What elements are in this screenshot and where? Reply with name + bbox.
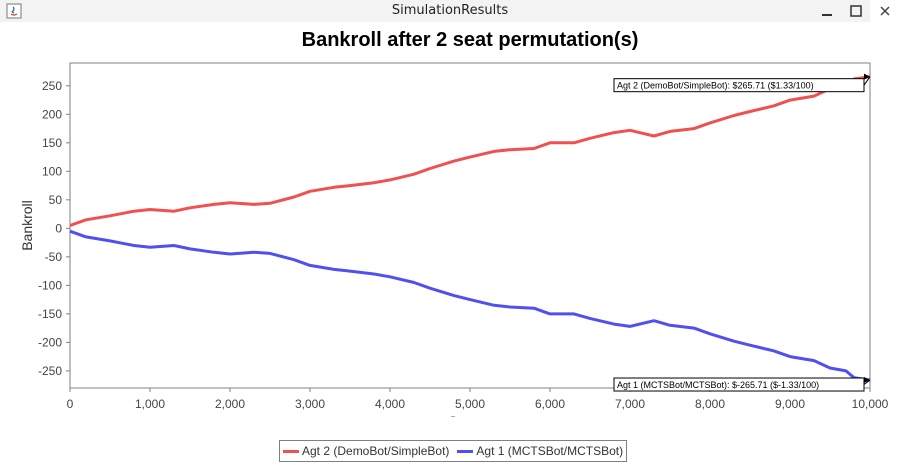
x-tick-label: 6,000 — [535, 397, 565, 411]
y-tick-label: 100 — [42, 164, 62, 178]
legend-swatch-agt1 — [457, 449, 474, 453]
legend-item-agt2: Agt 2 (DemoBot/SimpleBot) — [283, 444, 449, 458]
annotation-label-1: Agt 1 (MCTSBot/MCTSBot): $-265.71 ($-1.3… — [617, 380, 819, 390]
x-tick-label: 8,000 — [695, 397, 725, 411]
y-tick-label: 200 — [42, 107, 62, 121]
x-tick-label: 3,000 — [295, 397, 325, 411]
close-icon — [880, 6, 890, 16]
annotation-arrowhead-1 — [864, 377, 870, 384]
y-tick-label: 0 — [55, 221, 62, 235]
x-tick-label: 9,000 — [775, 397, 805, 411]
annotation-box-0 — [613, 78, 865, 93]
chart-legend: Agt 2 (DemoBot/SimpleBot) Agt 1 (MCTSBot… — [279, 440, 628, 462]
maximize-icon — [850, 5, 862, 17]
window-titlebar: SimulationResults — [0, 0, 900, 23]
plot-area — [69, 62, 871, 389]
legend-item-agt1: Agt 1 (MCTSBot/MCTSBot) — [457, 444, 623, 458]
window-title: SimulationResults — [391, 3, 509, 18]
minimize-button[interactable] — [812, 0, 842, 22]
x-tick-label: 4,000 — [375, 397, 405, 411]
annotation-arrowhead-0 — [864, 73, 870, 80]
y-tick-label: 50 — [49, 193, 63, 207]
x-tick-label: 1,000 — [135, 397, 165, 411]
x-axis-label: Games — [447, 413, 492, 417]
y-tick-label: 150 — [42, 136, 62, 150]
minimize-icon — [822, 14, 832, 16]
chart-panel: Bankroll after 2 seat permutation(s) 250… — [0, 22, 900, 465]
java-icon — [6, 3, 22, 19]
maximize-button[interactable] — [841, 0, 871, 22]
series-line-1 — [69, 229, 871, 382]
series-line-0 — [69, 75, 871, 227]
line-chart: 250 200 150 100 50 0 -50 -100 -150 -200 -250 0 1,000… — [19, 62, 889, 417]
y-tick-label: -100 — [38, 278, 62, 292]
legend-label-agt1: Agt 1 (MCTSBot/MCTSBot) — [476, 444, 624, 458]
x-tick-label: 2,000 — [215, 397, 245, 411]
chart-title: Bankroll after 2 seat permutation(s) — [301, 29, 639, 51]
annotation-arrow-0 — [863, 76, 871, 86]
y-axis-label: Bankroll — [19, 200, 35, 251]
x-tick-label: 5,000 — [455, 397, 485, 411]
x-tick-label: 10,000 — [852, 397, 889, 411]
y-tick-label: -150 — [38, 307, 62, 321]
legend-label-agt2: Agt 2 (DemoBot/SimpleBot) — [302, 444, 450, 458]
legend-swatch-agt2 — [283, 449, 299, 453]
annotation-arrow-1 — [863, 379, 871, 385]
y-tick-label: 250 — [42, 79, 62, 93]
x-tick-label: 7,000 — [615, 397, 645, 411]
y-tick-label: -200 — [38, 335, 62, 349]
close-button[interactable] — [870, 0, 900, 22]
y-tick-label: -50 — [45, 250, 63, 264]
y-tick-label: -250 — [38, 364, 62, 378]
annotation-box-1 — [613, 377, 865, 392]
x-tick-label: 0 — [67, 397, 74, 411]
annotation-label-0: Agt 2 (DemoBot/SimpleBot): $265.71 ($1.3… — [617, 81, 814, 91]
